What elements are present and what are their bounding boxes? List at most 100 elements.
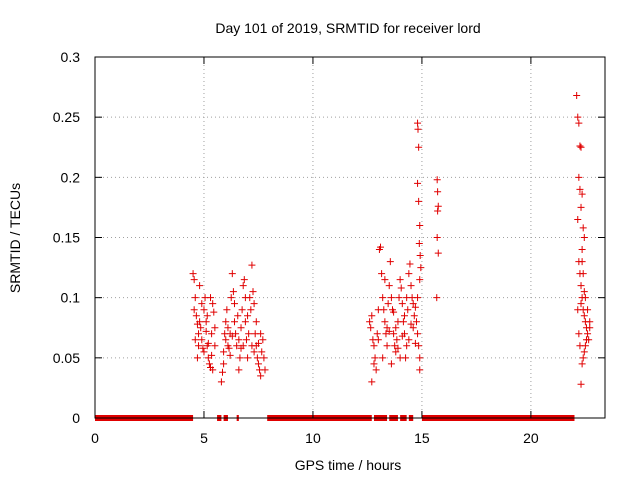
- axis-ticks: 0 5 10 15 20 0 0.05 0.1 0.15 0.2 0.25 0.3: [53, 49, 605, 446]
- data-point: [578, 246, 586, 254]
- data-point: [366, 318, 374, 326]
- data-point: [200, 306, 208, 314]
- data-point: [220, 348, 228, 356]
- data-point: [190, 276, 198, 284]
- data-point: [414, 119, 422, 127]
- data-point: [386, 258, 394, 266]
- data-point: [576, 185, 584, 193]
- data-point: [414, 125, 422, 133]
- y-tick-label: 0.05: [53, 350, 80, 366]
- data-point: [578, 258, 586, 266]
- data-point: [191, 294, 199, 302]
- data-point: [244, 312, 252, 320]
- data-point: [224, 324, 232, 332]
- data-point: [378, 270, 386, 278]
- data-point: [250, 348, 258, 356]
- data-point: [223, 306, 231, 314]
- y-tick-label: 0: [72, 410, 80, 426]
- data-point: [371, 354, 379, 362]
- data-point: [578, 360, 586, 368]
- data-point: [586, 318, 594, 326]
- data-point: [576, 342, 584, 350]
- data-point: [398, 332, 406, 340]
- data-point: [396, 276, 404, 284]
- data-point: [574, 113, 582, 121]
- x-tick-label: 5: [200, 430, 208, 446]
- data-points: [189, 92, 594, 388]
- data-point: [403, 294, 411, 302]
- data-point: [409, 324, 417, 332]
- data-point: [574, 306, 582, 314]
- x-tick-label: 15: [414, 430, 430, 446]
- data-point: [228, 270, 236, 278]
- data-point: [207, 294, 215, 302]
- data-point: [230, 318, 238, 326]
- data-point: [380, 306, 388, 314]
- data-point: [390, 330, 398, 338]
- data-point: [581, 294, 589, 302]
- data-point: [393, 336, 401, 344]
- data-point: [392, 324, 400, 332]
- data-point: [416, 366, 424, 374]
- data-point: [410, 312, 418, 320]
- x-tick-label: 20: [523, 430, 539, 446]
- data-point: [226, 351, 234, 359]
- data-point: [222, 318, 230, 326]
- data-point: [434, 188, 442, 196]
- data-point: [247, 306, 255, 314]
- data-point: [248, 261, 256, 269]
- data-point: [390, 308, 398, 316]
- data-point: [208, 351, 216, 359]
- data-point: [241, 318, 249, 326]
- data-point: [198, 300, 206, 308]
- data-point: [580, 348, 588, 356]
- x-tick-label: 0: [91, 430, 99, 446]
- data-point: [433, 294, 441, 302]
- data-point: [249, 288, 257, 296]
- data-point: [414, 294, 422, 302]
- data-point: [240, 276, 248, 284]
- data-point: [233, 342, 241, 350]
- data-point: [250, 300, 258, 308]
- data-point: [368, 378, 376, 386]
- data-point: [199, 344, 207, 352]
- data-point: [195, 342, 203, 350]
- data-point: [580, 288, 588, 296]
- data-point: [381, 318, 389, 326]
- data-point: [198, 336, 206, 344]
- data-point: [211, 324, 219, 332]
- data-point: [196, 282, 204, 290]
- data-point: [220, 360, 228, 368]
- data-point: [210, 308, 218, 316]
- data-point: [416, 252, 424, 260]
- data-point: [192, 312, 200, 320]
- data-point: [195, 330, 203, 338]
- data-point: [383, 342, 391, 350]
- data-point: [405, 336, 413, 344]
- data-point: [411, 303, 419, 311]
- data-point: [197, 324, 205, 332]
- data-point: [190, 306, 198, 314]
- data-point: [406, 260, 414, 268]
- data-point: [416, 354, 424, 362]
- data-point: [577, 380, 585, 388]
- data-point: [242, 336, 250, 344]
- y-tick-label: 0.25: [53, 109, 80, 125]
- y-tick-label: 0.15: [53, 230, 80, 246]
- data-point: [230, 300, 238, 308]
- data-point: [414, 330, 422, 338]
- data-point: [394, 344, 402, 352]
- data-point: [235, 336, 243, 344]
- data-point: [237, 324, 245, 332]
- data-point: [368, 312, 376, 320]
- data-point: [403, 342, 411, 350]
- data-point: [578, 190, 586, 198]
- data-point: [577, 203, 585, 211]
- data-point: [257, 372, 265, 380]
- data-point: [227, 294, 235, 302]
- y-tick-label: 0.2: [61, 169, 81, 185]
- data-point: [434, 249, 442, 257]
- data-point: [200, 348, 208, 356]
- data-point: [245, 330, 253, 338]
- data-point: [252, 318, 260, 326]
